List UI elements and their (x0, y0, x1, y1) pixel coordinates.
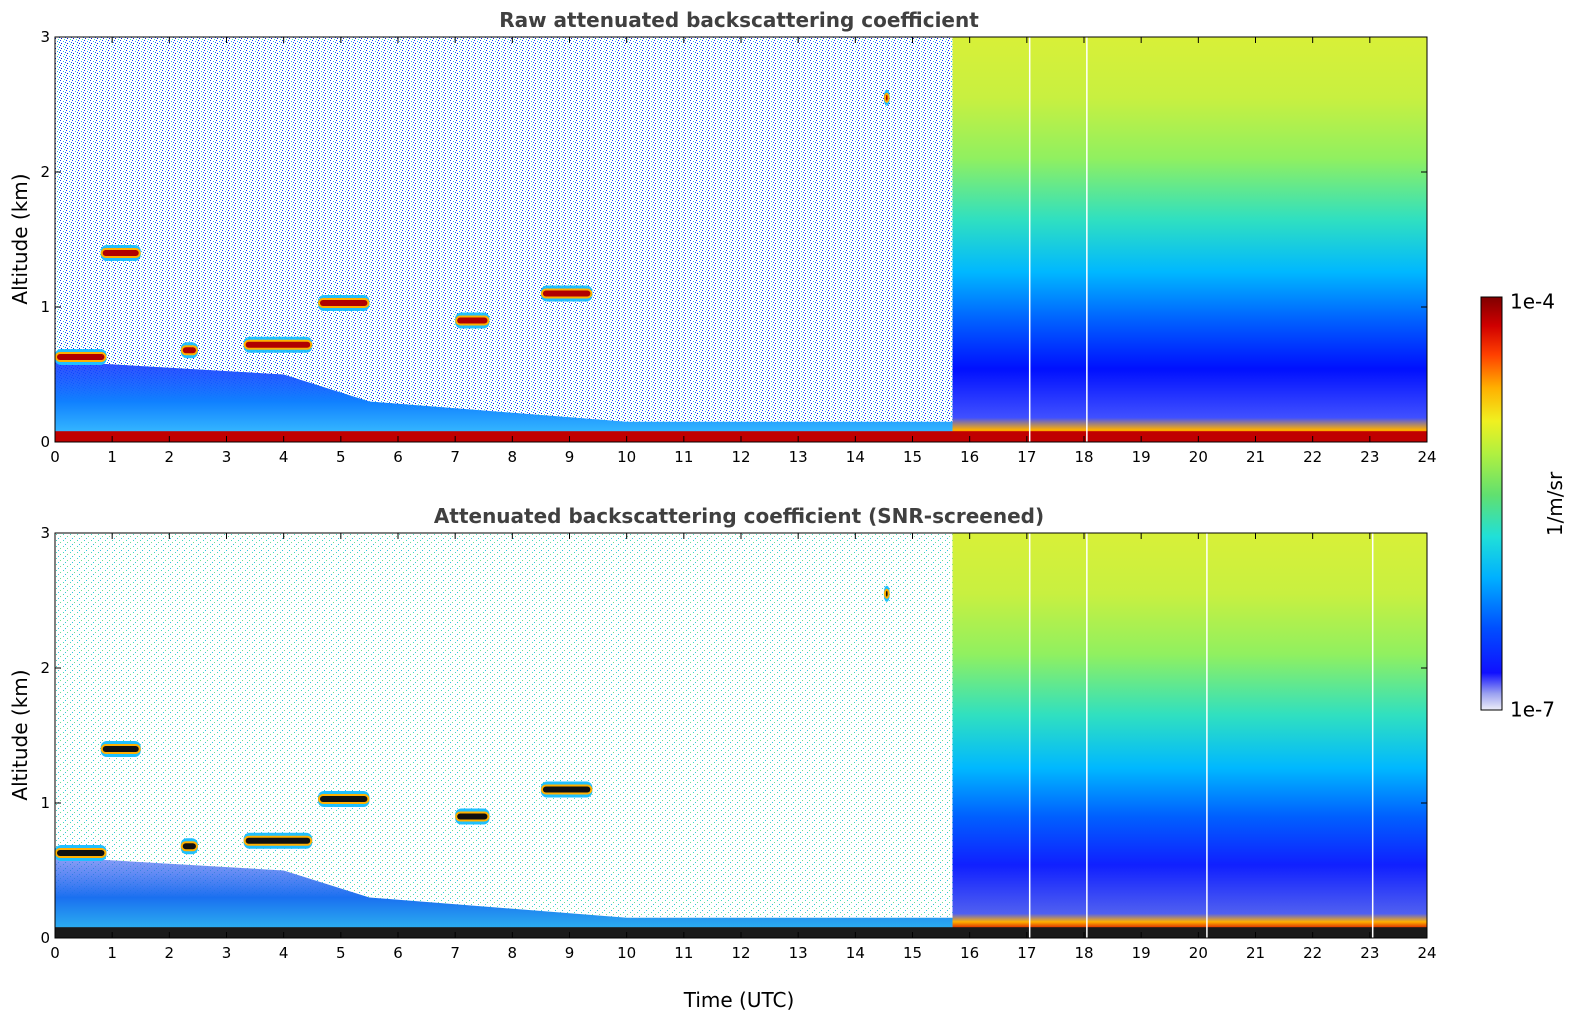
colorbar-gradient (1480, 296, 1503, 711)
x-tick-label: 21 (1246, 944, 1265, 962)
x-tick-label: 8 (508, 944, 518, 962)
axes-screened: 0 1 2 3 4 5 6 7 8 9 10 11 12 13 14 15 16 17 18 19 20 21 22 23 24… (40, 524, 1436, 962)
x-tick-label: 12 (731, 448, 750, 466)
cloud-core (457, 317, 488, 324)
panel-screened-xlabel: Time (UTC) (683, 988, 795, 1012)
x-tick-label: 17 (1017, 448, 1036, 466)
x-tick-label: 9 (565, 944, 575, 962)
cloud-core (102, 250, 139, 256)
x-tick-label: 19 (1132, 448, 1151, 466)
x-tick-label: 0 (50, 944, 60, 962)
x-tick-label: 24 (1417, 448, 1436, 466)
x-tick-label: 20 (1189, 448, 1208, 466)
x-tick-label: 21 (1246, 448, 1265, 466)
x-tick-label: 13 (789, 448, 808, 466)
x-tick-label: 20 (1189, 944, 1208, 962)
x-tick-label: 4 (279, 944, 289, 962)
colorbar: 1e-4 1e-7 1/m/sr (1480, 290, 1567, 722)
boundary-layer (55, 361, 953, 442)
cloud-core (885, 590, 888, 597)
cloud-core (319, 795, 368, 802)
heatmap-image (55, 37, 1427, 442)
cloud-core (885, 94, 888, 101)
x-tick-label: 15 (903, 944, 922, 962)
axes-raw: 0 1 2 3 4 5 6 7 8 9 10 11 12 13 14 15 16 17 18 19 20 21 22 23 24… (40, 28, 1436, 466)
x-tick-label: 18 (1074, 944, 1093, 962)
plot-area-screened (55, 533, 1427, 938)
x-tick-label: 8 (508, 448, 518, 466)
colorbar-unit-label: 1/m/sr (1543, 471, 1567, 536)
cloud-core (457, 813, 488, 820)
y-tick-label: 0 (40, 433, 50, 451)
x-tick-label: 2 (165, 448, 175, 466)
x-tick-label: 13 (789, 944, 808, 962)
x-tick-label: 3 (222, 944, 232, 962)
panel-raw: Raw attenuated backscattering coefficien… (8, 8, 1437, 466)
y-tick-label: 1 (40, 298, 50, 316)
x-tick-label: 17 (1017, 944, 1036, 962)
x-tick-label: 1 (107, 448, 117, 466)
y-tick-label: 0 (40, 929, 50, 947)
cloud-core (542, 290, 591, 297)
panel-raw-ylabel: Altitude (km) (8, 173, 32, 304)
cloud-core (57, 849, 105, 856)
cloud-core (102, 746, 139, 752)
x-tick-label: 14 (846, 448, 865, 466)
x-tick-label: 18 (1074, 448, 1093, 466)
cloud-core (182, 347, 196, 354)
x-tick-label: 7 (450, 944, 460, 962)
daytime-background (952, 37, 1427, 442)
x-tick-label: 7 (450, 448, 460, 466)
x-tick-label: 22 (1303, 944, 1322, 962)
x-tick-label: 16 (960, 448, 979, 466)
plot-area-raw (55, 37, 1427, 442)
x-tick-label: 0 (50, 448, 60, 466)
x-tick-label: 4 (279, 448, 289, 466)
x-tick-label: 11 (674, 448, 693, 466)
x-tick-label: 16 (960, 944, 979, 962)
boundary-layer (55, 857, 953, 938)
x-tick-label: 6 (393, 944, 403, 962)
x-tick-label: 22 (1303, 448, 1322, 466)
x-tick-label: 11 (674, 944, 693, 962)
y-tick-label: 3 (40, 524, 50, 542)
x-tick-label: 3 (222, 448, 232, 466)
cloud-core (245, 341, 311, 348)
x-tick-label: 9 (565, 448, 575, 466)
x-tick-label: 10 (617, 448, 636, 466)
x-tick-label: 10 (617, 944, 636, 962)
x-tick-label: 12 (731, 944, 750, 962)
x-tick-label: 23 (1360, 944, 1379, 962)
panel-screened: Attenuated backscattering coefficient (S… (8, 504, 1437, 1012)
x-tick-label: 24 (1417, 944, 1436, 962)
x-tick-label: 14 (846, 944, 865, 962)
cloud-core (542, 786, 591, 793)
cloud-core (319, 299, 368, 306)
colorbar-min-label: 1e-7 (1510, 698, 1555, 722)
cloud-core (182, 843, 196, 850)
x-tick-label: 5 (336, 448, 346, 466)
cloud-core (57, 353, 105, 360)
cloud-core (245, 837, 311, 844)
x-tick-label: 6 (393, 448, 403, 466)
x-tick-label: 1 (107, 944, 117, 962)
panel-raw-title: Raw attenuated backscattering coefficien… (499, 8, 979, 32)
daytime-background (952, 533, 1427, 938)
x-tick-label: 23 (1360, 448, 1379, 466)
y-tick-label: 3 (40, 28, 50, 46)
heatmap-image (55, 533, 1427, 938)
colorbar-max-label: 1e-4 (1510, 290, 1555, 314)
x-tick-label: 19 (1132, 944, 1151, 962)
y-tick-label: 2 (40, 163, 50, 181)
panel-screened-ylabel: Altitude (km) (8, 669, 32, 800)
x-tick-label: 5 (336, 944, 346, 962)
x-tick-label: 15 (903, 448, 922, 466)
y-tick-label: 2 (40, 659, 50, 677)
panel-screened-title: Attenuated backscattering coefficient (S… (434, 504, 1044, 528)
x-tick-label: 2 (165, 944, 175, 962)
y-tick-label: 1 (40, 794, 50, 812)
